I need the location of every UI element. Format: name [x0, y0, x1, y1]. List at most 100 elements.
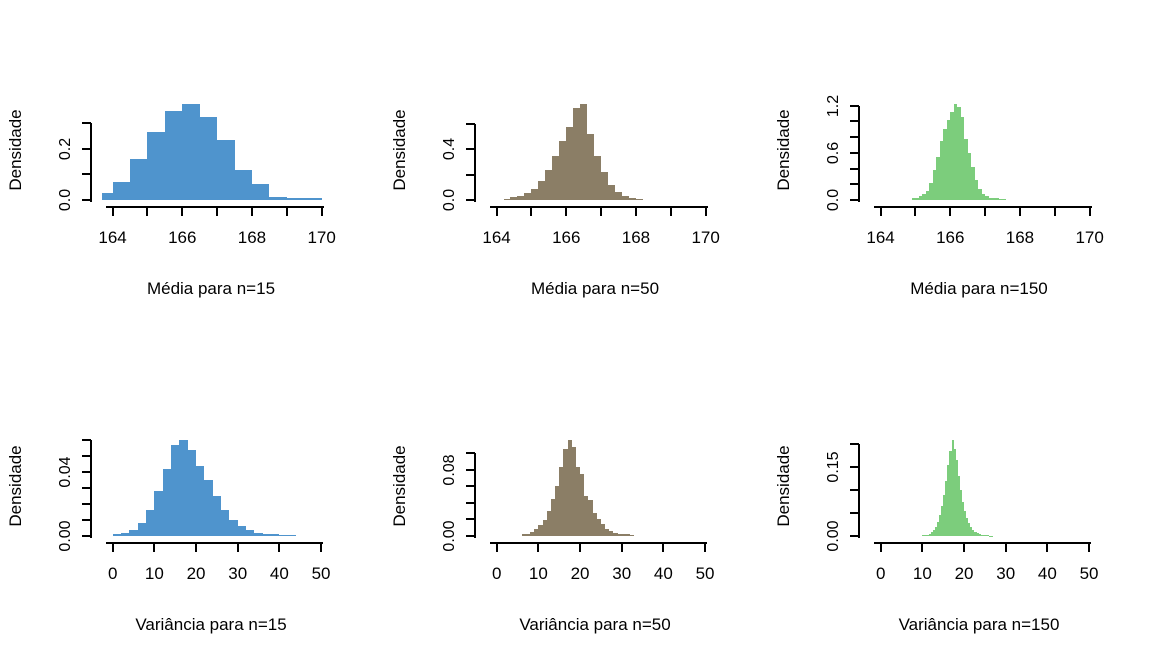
histogram-bar	[932, 530, 935, 536]
y-axis-tick	[466, 173, 475, 176]
x-axis-title: Variância para n=15	[135, 615, 287, 634]
x-axis-tick	[600, 207, 603, 216]
y-axis-tick	[82, 471, 91, 473]
histogram-bar	[545, 169, 553, 200]
y-tick-label: 0.0	[825, 188, 842, 212]
histogram-bar	[925, 190, 930, 200]
histogram-bar	[102, 193, 113, 200]
y-axis-tick	[850, 489, 859, 492]
histogram-bar	[534, 529, 539, 536]
y-axis-title: Densidade	[390, 445, 409, 527]
x-axis-tick	[146, 207, 149, 216]
histogram-bar	[617, 533, 622, 536]
y-axis-tick	[82, 122, 91, 125]
histogram-bar	[950, 111, 954, 200]
histogram-bar	[961, 501, 965, 536]
histogram-bar	[924, 535, 927, 536]
x-tick-label: 50	[695, 564, 715, 583]
histogram-bar	[592, 512, 597, 536]
x-tick-label: 50	[311, 564, 331, 583]
y-axis-tick	[82, 455, 91, 457]
histogram-bar	[926, 534, 929, 536]
y-axis-line	[90, 440, 92, 538]
x-axis-tick	[963, 543, 966, 552]
histogram-bar	[575, 466, 581, 536]
histogram-bar	[943, 129, 947, 200]
histogram-bar	[269, 196, 287, 200]
histogram-bar	[567, 440, 572, 536]
panel-media-n50: Densidade Média para n=50 0.0 0.4 164 166 16…	[384, 0, 768, 336]
histogram-bar	[571, 446, 576, 536]
histogram-bar	[171, 444, 180, 536]
histogram-bar	[254, 532, 263, 536]
y-tick-label: 1.2	[825, 94, 842, 117]
histogram-bar	[552, 155, 560, 200]
histogram-bar	[580, 103, 588, 200]
histogram-bar	[986, 535, 990, 536]
x-tick-label: 30	[612, 564, 632, 583]
histogram-bar	[635, 198, 643, 200]
x-axis-tick	[620, 543, 623, 552]
x-tick-label: 166	[552, 228, 581, 247]
y-axis-tick	[466, 518, 475, 521]
x-axis-tick	[579, 543, 582, 552]
histogram-bar	[946, 119, 951, 200]
histogram-bar	[221, 510, 230, 536]
x-axis-tick	[949, 207, 952, 216]
histogram-bar	[609, 531, 614, 536]
x-axis-tick	[320, 543, 323, 552]
x-axis-title: Média para n=50	[530, 279, 660, 298]
y-axis-tick	[82, 147, 91, 150]
y-axis-line	[474, 124, 476, 202]
histogram-bar	[929, 182, 933, 200]
y-axis-title: Densidade	[390, 109, 409, 191]
y-axis-tick	[82, 487, 91, 489]
x-axis-tick	[111, 543, 114, 552]
x-axis-tick	[495, 207, 498, 216]
histogram-bar	[503, 198, 511, 200]
histogram-bar	[936, 156, 940, 200]
histogram-bar	[930, 532, 933, 536]
histogram-bar	[978, 534, 981, 536]
x-tick-label: 0	[491, 564, 502, 583]
x-axis-tick	[195, 543, 198, 552]
histogram-bar	[279, 534, 288, 536]
histogram-bar	[972, 529, 975, 536]
y-axis-tick	[466, 199, 475, 201]
y-axis-tick	[850, 136, 859, 138]
histogram-bar	[555, 485, 560, 536]
histogram-bar	[911, 198, 916, 200]
y-tick-label: 0.0	[57, 188, 74, 212]
y-tick-label: 0.6	[825, 141, 842, 164]
histogram-bar	[164, 110, 183, 200]
histogram-bar	[978, 188, 982, 200]
histogram-bar	[974, 531, 977, 536]
histogram-bar	[563, 449, 568, 536]
histogram-bar	[587, 134, 595, 200]
histogram-bar	[146, 510, 155, 536]
histogram-bar	[196, 465, 205, 536]
x-tick-label: 164	[98, 228, 127, 247]
histogram-bar	[573, 107, 581, 200]
histogram-bar	[187, 449, 197, 536]
y-axis-tick	[850, 183, 859, 186]
histogram-bar	[922, 193, 926, 200]
histogram-bar	[960, 117, 965, 200]
histogram-bar	[584, 496, 589, 536]
y-axis-tick	[850, 151, 859, 154]
panel-media-n15: Densidade Média para n=15 0.0 0.2 164 166 16…	[0, 0, 384, 336]
x-tick-label: 30	[228, 564, 248, 583]
panel-media-n150: Densidade Média para n=150 0.0 0.6 1.2 164 1…	[768, 0, 1152, 336]
histogram-bar	[286, 198, 305, 200]
histogram-bar	[129, 159, 148, 200]
y-axis-tick	[82, 173, 91, 176]
x-axis-title: Média para n=150	[910, 279, 1048, 298]
x-axis-tick	[530, 207, 533, 216]
y-axis-tick	[850, 512, 859, 515]
y-axis-tick	[82, 519, 91, 521]
x-axis-line	[873, 542, 1092, 544]
x-tick-label: 170	[307, 228, 336, 247]
histogram-bar	[559, 140, 567, 200]
histogram-bar	[608, 184, 616, 200]
x-tick-label: 170	[691, 228, 720, 247]
